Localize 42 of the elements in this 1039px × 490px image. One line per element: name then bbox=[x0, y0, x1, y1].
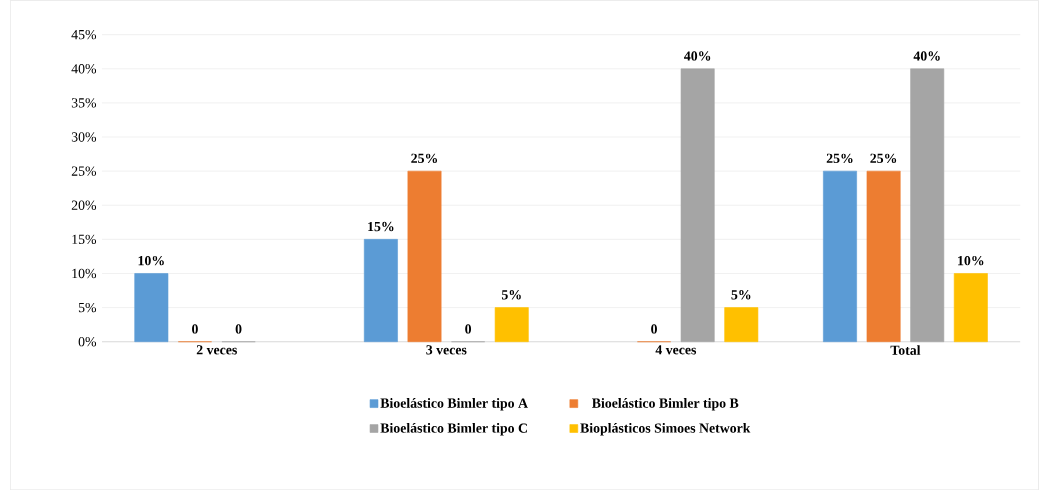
x-tick-label: 4 veces bbox=[655, 345, 697, 355]
y-tick-label: 45% bbox=[71, 29, 97, 40]
y-tick-label: 10% bbox=[72, 268, 97, 279]
y-tick-label: 40% bbox=[71, 63, 97, 74]
bar bbox=[823, 170, 857, 342]
x-tick-label: 3 veces bbox=[426, 345, 467, 355]
y-tick-label: 30% bbox=[71, 132, 97, 142]
data-label: 0 bbox=[192, 324, 198, 334]
data-label: 25% bbox=[826, 153, 853, 163]
legend-label: Bioplásticos Simoes Network bbox=[580, 422, 751, 436]
data-label: 5% bbox=[501, 289, 521, 300]
data-label: 25% bbox=[411, 153, 438, 163]
data-label: 10% bbox=[138, 255, 164, 266]
data-label: 0 bbox=[651, 324, 657, 334]
data-label: 25% bbox=[870, 153, 897, 163]
data-label: 10% bbox=[958, 255, 984, 266]
y-tick-label: 25% bbox=[71, 166, 97, 176]
x-tick-label: Total bbox=[890, 345, 921, 355]
bar bbox=[680, 68, 715, 342]
bar bbox=[363, 238, 398, 342]
data-label: 0 bbox=[235, 324, 242, 334]
data-label: 0 bbox=[465, 324, 472, 334]
legend-label: Bioelástico Bimler tipo B bbox=[592, 397, 739, 411]
bar bbox=[953, 273, 988, 342]
data-label: 40% bbox=[913, 51, 940, 61]
bar bbox=[407, 170, 442, 342]
bar bbox=[494, 307, 529, 342]
data-label: 15% bbox=[368, 221, 394, 232]
legend-label: Bioelástico Bimler tipo C bbox=[380, 422, 527, 436]
y-tick-label: 20% bbox=[71, 200, 97, 210]
x-tick-label: 2 veces bbox=[196, 345, 237, 355]
y-tick-label: 5% bbox=[78, 302, 97, 313]
y-tick-label: 35% bbox=[71, 98, 97, 108]
bar bbox=[724, 307, 759, 342]
bar bbox=[910, 68, 945, 342]
bar bbox=[866, 170, 901, 342]
y-tick-label: 15% bbox=[72, 234, 97, 244]
data-label: 5% bbox=[731, 289, 751, 300]
bar bbox=[134, 273, 169, 342]
legend-label: Bioelástico Bimler tipo A bbox=[380, 397, 528, 411]
data-label: 40% bbox=[684, 51, 711, 61]
y-tick-label: 0% bbox=[78, 336, 97, 347]
